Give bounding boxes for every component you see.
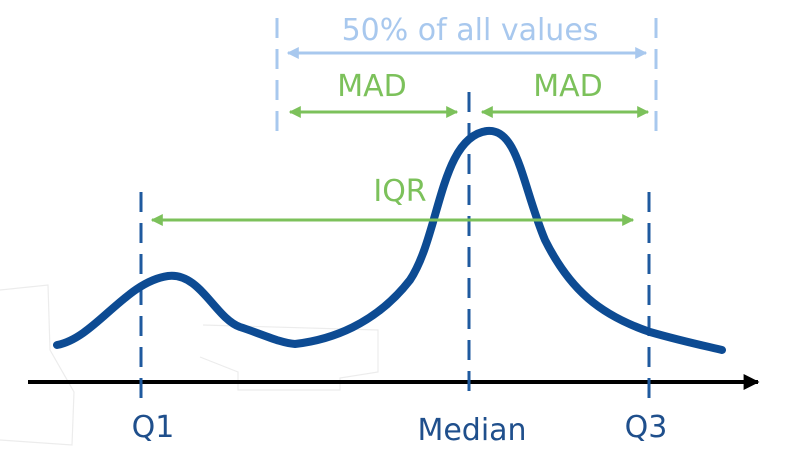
q3-label: Q3 <box>625 410 668 445</box>
fifty-percent-label: 50% of all values <box>342 13 599 48</box>
mad-left-label: MAD <box>337 69 407 104</box>
density-curve <box>53 126 726 354</box>
q1-label: Q1 <box>132 410 175 445</box>
iqr-label: IQR <box>373 174 426 209</box>
mad-right-label: MAD <box>533 69 603 104</box>
background-artifact-left <box>0 284 75 446</box>
median-label: Median <box>417 413 526 448</box>
